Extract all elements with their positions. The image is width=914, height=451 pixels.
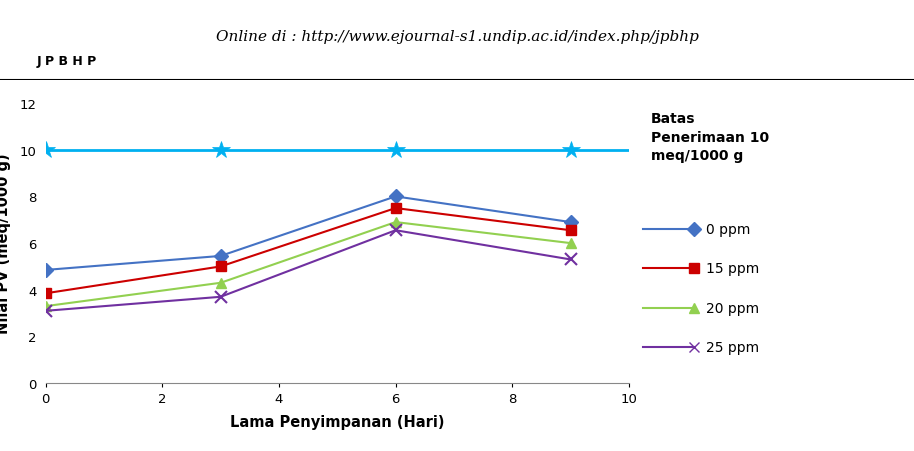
Text: 0 ppm: 0 ppm xyxy=(707,223,750,236)
X-axis label: Lama Penyimpanan (Hari): Lama Penyimpanan (Hari) xyxy=(230,414,444,428)
Y-axis label: Nilai PV (meq/1000 g): Nilai PV (meq/1000 g) xyxy=(0,153,11,334)
Text: J P B H P: J P B H P xyxy=(37,55,97,67)
Text: Batas
Penerimaan 10
meq/1000 g: Batas Penerimaan 10 meq/1000 g xyxy=(651,112,769,163)
Text: 15 ppm: 15 ppm xyxy=(707,262,760,276)
Text: Online di : http://www.ejournal-s1.undip.ac.id/index.php/jpbhp: Online di : http://www.ejournal-s1.undip… xyxy=(216,30,698,43)
Text: 20 ppm: 20 ppm xyxy=(707,301,760,315)
Text: 25 ppm: 25 ppm xyxy=(707,340,760,354)
